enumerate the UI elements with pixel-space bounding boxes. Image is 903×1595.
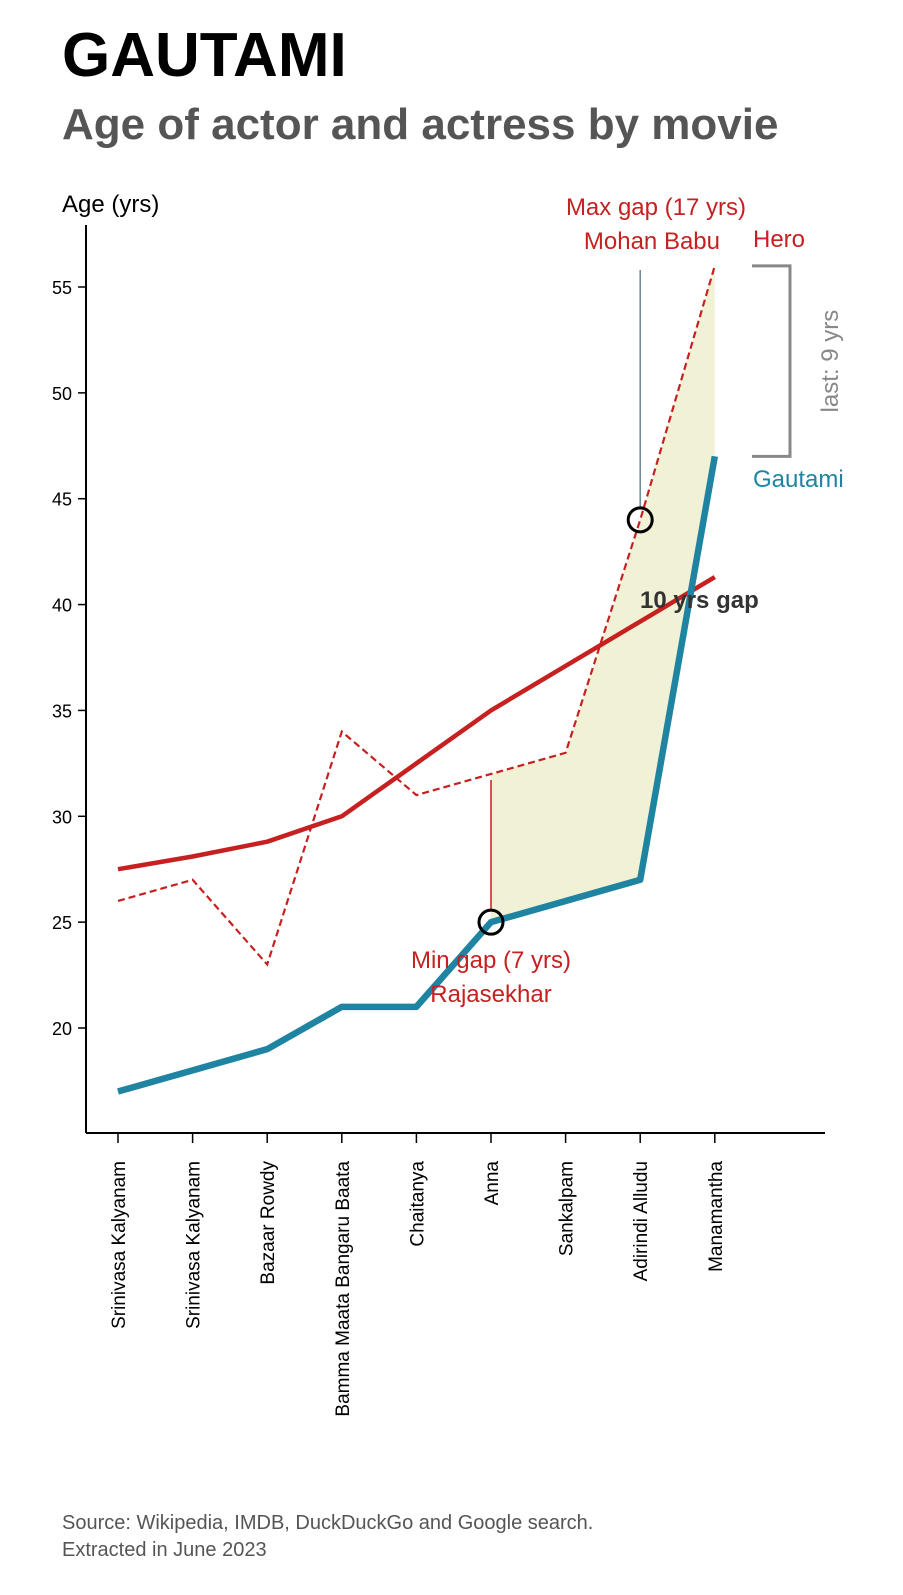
y-tick-label: 35 xyxy=(52,701,72,721)
hero-end-label: Hero xyxy=(753,226,805,253)
gautami-series-line xyxy=(117,455,719,1095)
x-tick-label: Adirindi Alludu xyxy=(631,1161,652,1281)
avg-gap-label: 10 yrs gap xyxy=(640,587,759,614)
min-gap-marker xyxy=(477,908,505,936)
x-tick-label: Manamantha xyxy=(706,1161,727,1272)
source-line: Source: Wikipedia, IMDB, DuckDuckGo and … xyxy=(62,1512,594,1534)
y-tick-label: 20 xyxy=(52,1019,72,1039)
x-tick-label: Bamma Maata Bangaru Baata xyxy=(333,1161,354,1417)
y-tick-label: 55 xyxy=(52,278,72,298)
max-gap-name: Mohan Babu xyxy=(584,228,720,255)
max-gap-marker xyxy=(626,506,654,534)
min-gap-name: Rajasekhar xyxy=(430,981,551,1008)
y-tick-label: 25 xyxy=(52,913,72,933)
x-tick-label: Anna xyxy=(482,1161,503,1206)
trend-line xyxy=(117,575,716,872)
y-tick-label: 40 xyxy=(52,596,72,616)
chart-title: GAUTAMI xyxy=(62,21,347,90)
x-tick-label: Bazaar Rowdy xyxy=(258,1161,279,1285)
x-tick-label: Chaitanya xyxy=(407,1161,428,1247)
source-note: Source: Wikipedia, IMDB, DuckDuckGo and … xyxy=(62,1510,593,1564)
last-gap-label: last: 9 yrs xyxy=(817,310,844,413)
y-tick-label: 50 xyxy=(52,384,72,404)
x-tick-label: Sankalpam xyxy=(557,1161,578,1256)
chart-subtitle: Age of actor and actress by movie xyxy=(62,100,779,149)
min-gap-label: Min gap (7 yrs) xyxy=(411,947,571,974)
max-gap-label: Max gap (17 yrs) xyxy=(566,194,746,221)
gautami-end-label: Gautami xyxy=(753,466,844,493)
y-axis-label: Age (yrs) xyxy=(62,191,159,218)
hero-series-line xyxy=(117,265,716,967)
x-tick-label: Srinivasa Kalyanam xyxy=(184,1161,205,1329)
y-tick-label: 30 xyxy=(52,807,72,827)
last-gap-bracket xyxy=(752,264,792,458)
x-tick-label: Srinivasa Kalyanam xyxy=(109,1161,130,1329)
y-tick-label: 45 xyxy=(52,490,72,510)
extracted-line: Extracted in June 2023 xyxy=(62,1539,267,1561)
